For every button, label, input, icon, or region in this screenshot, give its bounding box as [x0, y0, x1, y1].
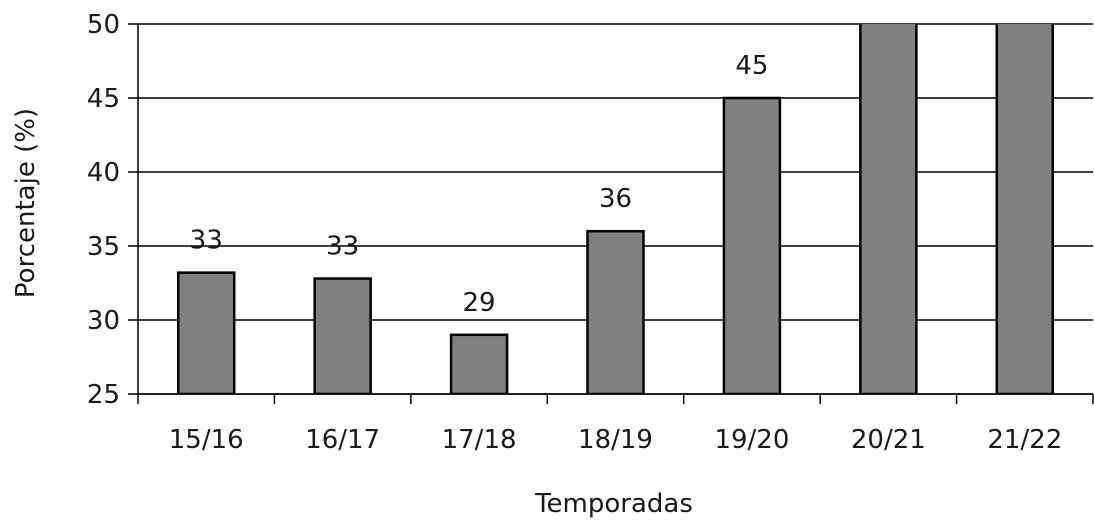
y-tick-label-30: 30 — [87, 306, 120, 336]
x-tick-label-21-22: 21/22 — [987, 425, 1062, 455]
x-tick-label-20-21: 20/21 — [851, 425, 926, 455]
y-tick-labels: 25 30 35 40 45 50 — [87, 10, 120, 410]
x-tick-label-16-17: 16/17 — [305, 425, 380, 455]
y-tick-label-35: 35 — [87, 232, 120, 262]
bar-21-22 — [995, 24, 1055, 394]
y-tick-label-25: 25 — [87, 380, 120, 410]
data-label-17-18: 29 — [463, 288, 496, 318]
bar-16-17 — [313, 277, 372, 394]
x-tick-label-18-19: 18/19 — [578, 425, 653, 455]
x-tick-label-15-16: 15/16 — [169, 425, 244, 455]
bar-18-19 — [586, 229, 645, 394]
bar-17-18 — [449, 333, 509, 394]
data-label-16-17: 33 — [326, 232, 359, 262]
bar-19-20 — [722, 96, 782, 394]
y-tick-label-50: 50 — [87, 10, 120, 40]
axes — [128, 23, 1094, 404]
bars — [176, 24, 1055, 394]
x-tick-label-19-20: 19/20 — [714, 425, 789, 455]
y-tick-label-45: 45 — [87, 84, 120, 114]
y-tick-label-40: 40 — [87, 158, 120, 188]
bar-20-21 — [859, 24, 918, 394]
data-label-19-20: 45 — [735, 51, 768, 81]
data-labels: 33 33 29 36 45 — [190, 51, 769, 318]
y-axis-title: Porcentaje (%) — [11, 108, 41, 298]
x-tick-label-17-18: 17/18 — [442, 425, 517, 455]
data-label-18-19: 36 — [599, 184, 632, 214]
x-tick-labels: 15/16 16/17 17/18 18/19 19/20 20/21 21/22 — [169, 425, 1063, 455]
data-label-15-16: 33 — [190, 226, 223, 256]
x-axis-title: Temporadas — [534, 489, 693, 519]
bar-15-16 — [176, 271, 236, 394]
